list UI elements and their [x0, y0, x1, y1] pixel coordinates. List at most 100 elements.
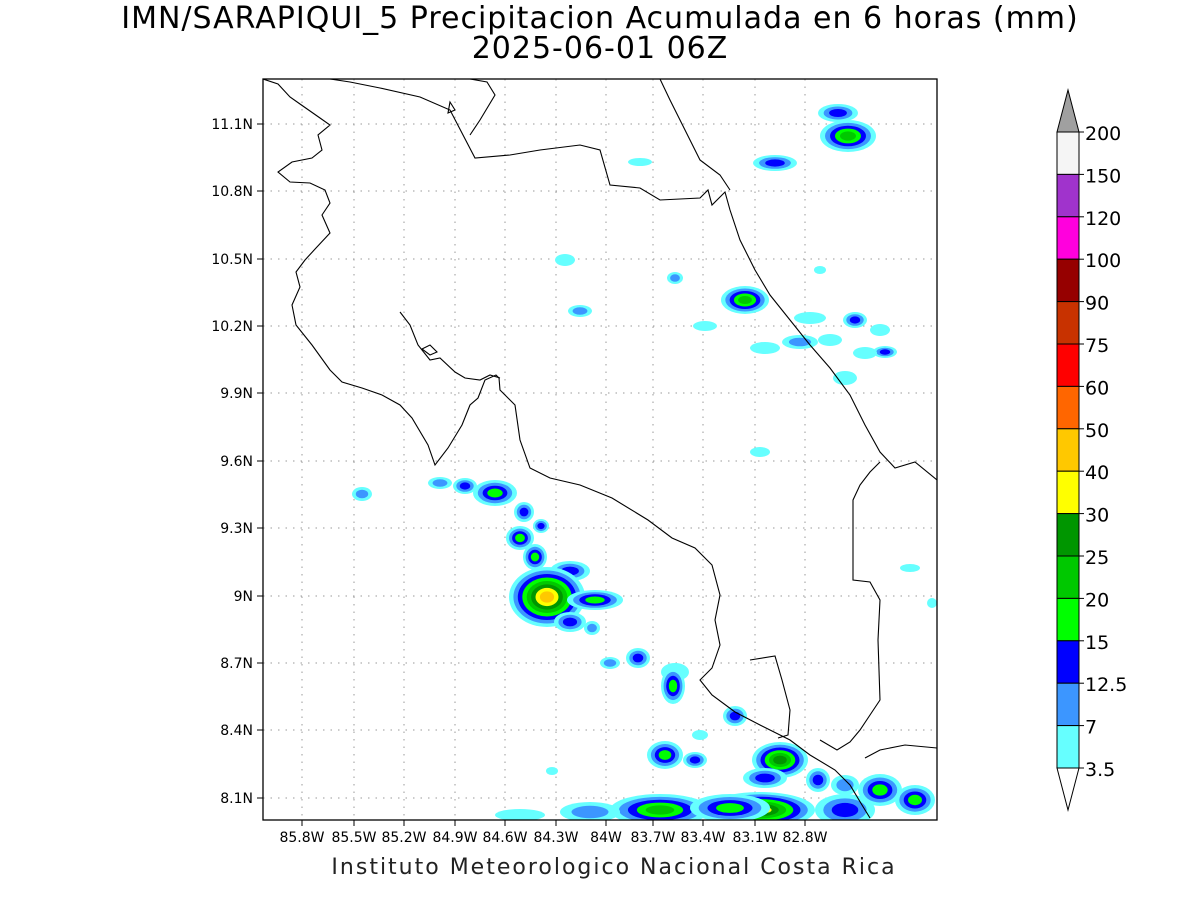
colorbar-swatch	[1056, 131, 1080, 175]
precip-cell	[729, 711, 741, 721]
precip-cell	[738, 296, 752, 304]
precip-cell	[530, 552, 540, 562]
precip-cell	[628, 158, 652, 166]
precip-cell	[692, 730, 708, 740]
precip-cell	[645, 805, 675, 815]
precip-cell	[908, 794, 922, 806]
map-title: IMN/SARAPIQUI_5 Precipitacion Acumulada …	[121, 1, 1079, 36]
colorbar-label: 30	[1085, 505, 1109, 527]
latitude-label: 8.7N	[220, 656, 253, 672]
longitude-label: 83.4W	[680, 830, 725, 846]
precip-cell	[716, 803, 744, 813]
precip-cell	[546, 767, 558, 775]
latitude-label: 9.6N	[220, 454, 253, 470]
precip-cell	[562, 617, 578, 627]
colorbar-under-triangle	[1056, 767, 1080, 812]
precipitation-field	[352, 104, 937, 820]
precip-cell	[555, 254, 575, 266]
precip-cell	[519, 507, 529, 517]
colorbar-swatch	[1056, 301, 1080, 345]
precip-cell	[900, 564, 920, 572]
latitude-label: 10.5N	[211, 252, 253, 268]
colorbar-label: 75	[1085, 335, 1109, 357]
precip-cell	[829, 109, 847, 117]
colorbar-swatch	[1056, 682, 1080, 727]
longitude-label: 84.3W	[533, 830, 578, 846]
precip-cell	[432, 479, 448, 487]
precip-cell	[355, 489, 369, 499]
latitude-label: 9.3N	[220, 521, 253, 537]
precip-cell	[487, 488, 503, 498]
latitude-label: 9N	[234, 589, 253, 605]
colorbar-swatch	[1056, 597, 1080, 642]
precip-cell	[755, 773, 775, 783]
latitude-label: 11.1N	[211, 117, 253, 133]
precip-cell	[658, 750, 672, 760]
precip-cell	[818, 334, 842, 346]
precipitation-colorbar: 200 150 120 100 90 75 60 50 40 30 25 20 15 12.5 7 3.5	[1056, 88, 1127, 812]
precip-cell	[572, 307, 588, 315]
colorbar-swatch	[1056, 258, 1080, 303]
colorbar-swatch	[1056, 385, 1080, 430]
colorbar-label: 15	[1085, 632, 1109, 654]
colorbar-swatch	[1056, 640, 1080, 684]
colorbar-swatch	[1056, 343, 1080, 387]
precip-cell	[872, 784, 888, 796]
colorbar-swatch	[1056, 513, 1080, 557]
precip-cell	[765, 159, 785, 167]
colorbar-label: 90	[1085, 293, 1109, 315]
longitude-label: 85.2W	[381, 830, 426, 846]
precip-cell	[587, 623, 597, 633]
longitude-label: 82.8W	[782, 830, 827, 846]
longitude-label: 84.6W	[482, 830, 527, 846]
colorbar-swatch	[1056, 555, 1080, 599]
precip-cell	[668, 679, 678, 693]
precip-cell	[585, 596, 605, 604]
colorbar-label: 50	[1085, 420, 1109, 442]
precip-cell	[833, 371, 857, 385]
precip-cell	[571, 805, 609, 819]
colorbar-label: 25	[1085, 547, 1109, 569]
precip-cell	[853, 347, 877, 359]
precip-cell	[632, 653, 644, 663]
longitude-label: 85.5W	[331, 830, 376, 846]
precip-cell	[840, 131, 856, 141]
precip-cell	[870, 324, 890, 336]
latitude-axis-labels: 11.1N 10.8N 10.5N 10.2N 9.9N 9.6N 9.3N 9N 8.7N 8.…	[211, 117, 263, 807]
colorbar-swatch	[1056, 725, 1080, 769]
latitude-label: 10.8N	[211, 184, 253, 200]
longitude-label: 84W	[590, 830, 622, 846]
precip-cell	[814, 266, 826, 274]
colorbar-label: 100	[1085, 250, 1121, 272]
coastline	[263, 79, 937, 819]
footer-credit: Instituto Meteorologico Nacional Costa R…	[331, 855, 897, 880]
longitude-label: 85.8W	[279, 830, 324, 846]
precip-cell	[539, 591, 555, 603]
colorbar-label: 200	[1085, 123, 1121, 145]
colorbar-label: 3.5	[1085, 759, 1115, 781]
precip-cell	[773, 755, 787, 765]
precip-cell	[693, 321, 717, 331]
longitude-axis-labels: 85.8W 85.5W 85.2W 84.9W 84.6W 84.3W 84W 83.7W 83…	[279, 820, 828, 846]
precip-cell	[831, 802, 859, 818]
precip-cell	[670, 274, 680, 282]
latitude-label: 8.4N	[220, 723, 253, 739]
colorbar-swatch	[1056, 216, 1080, 260]
precip-cell	[459, 482, 471, 490]
precip-cell	[689, 756, 701, 764]
colorbar-over-triangle	[1056, 88, 1080, 133]
precip-cell	[849, 316, 861, 324]
precip-cell	[603, 659, 617, 667]
precip-cell	[515, 533, 525, 543]
latitude-label: 8.1N	[220, 791, 253, 807]
precip-cell	[927, 598, 937, 608]
colorbar-label: 7	[1085, 717, 1097, 739]
longitude-label: 83.1W	[732, 830, 777, 846]
colorbar-swatch	[1056, 470, 1080, 515]
colorbar-swatch	[1056, 173, 1080, 218]
latitude-label: 9.9N	[220, 386, 253, 402]
precip-cell	[794, 312, 826, 324]
precip-cell	[495, 809, 545, 820]
longitude-label: 84.9W	[432, 830, 477, 846]
